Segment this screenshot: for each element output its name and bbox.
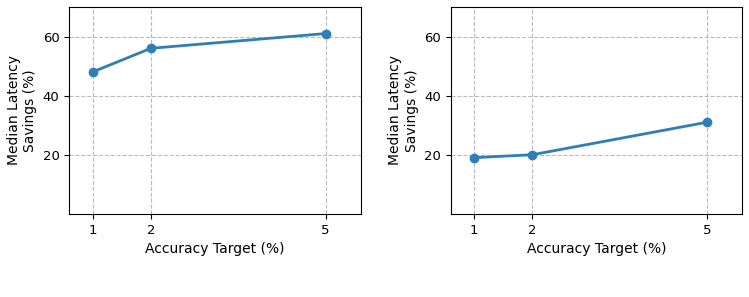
X-axis label: Accuracy Target (%): Accuracy Target (%) (527, 242, 666, 256)
Y-axis label: Median Latency
Savings (%): Median Latency Savings (%) (389, 56, 419, 165)
Y-axis label: Median Latency
Savings (%): Median Latency Savings (%) (7, 56, 37, 165)
X-axis label: Accuracy Target (%): Accuracy Target (%) (145, 242, 285, 256)
